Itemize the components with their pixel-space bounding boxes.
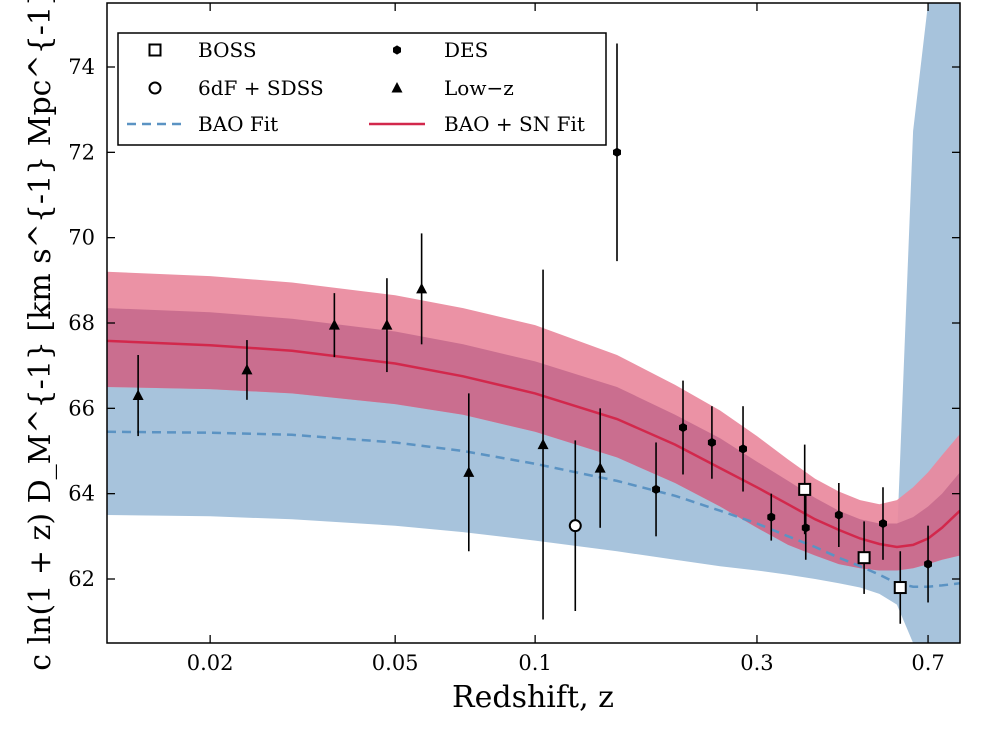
y-tick-label-1: 64 xyxy=(68,482,95,506)
legend-marker-des xyxy=(393,45,401,55)
des-point-1 xyxy=(652,484,660,494)
des-point-5 xyxy=(767,512,776,522)
bao-sn-fit-inner-band xyxy=(107,308,960,571)
y-tick-label-5: 72 xyxy=(68,140,95,164)
low-z-point-6 xyxy=(537,438,549,450)
legend-label-des: DES xyxy=(444,38,488,62)
bao-fit-line xyxy=(107,430,960,588)
low-z-point-4 xyxy=(416,282,428,294)
legend-label-bao-fit: BAO Fit xyxy=(198,112,278,136)
x-tick-label-4: 0.7 xyxy=(911,651,944,675)
y-tick-label-2: 66 xyxy=(68,396,95,420)
y-tick-label-4: 70 xyxy=(68,226,95,250)
y-tick-label-3: 68 xyxy=(68,311,95,335)
legend-marker-6df-sdss xyxy=(148,81,162,95)
des-point-2 xyxy=(679,422,687,433)
des-point-8 xyxy=(879,518,887,529)
y-tick-label-0: 62 xyxy=(68,567,95,591)
x-tick-label-1: 0.05 xyxy=(372,651,419,675)
bao-sn-fit-line xyxy=(107,339,960,549)
des-point-9 xyxy=(924,559,932,569)
x-tick-label-2: 0.1 xyxy=(518,651,551,675)
des-point-7 xyxy=(834,510,843,520)
boss-point-0 xyxy=(798,482,812,496)
y-axis-title: c ln(1 + z) D_M^{-1} [km s^{-1} Mpc^{-1}… xyxy=(23,0,58,671)
low-z-point-5 xyxy=(463,466,475,477)
low-z-point-3 xyxy=(381,319,393,330)
legend: BOSS DES 6dF + SDSS Low−z BAO Fit BAO + SN Fi… xyxy=(117,32,607,146)
low-z-point-2 xyxy=(328,319,340,330)
legend-label-bao-sn-fit: BAO + SN Fit xyxy=(444,112,585,136)
legend-marker-boss xyxy=(148,43,162,57)
y-tick-label-6: 74 xyxy=(68,55,95,79)
legend-label-low-z: Low−z xyxy=(444,76,514,100)
low-z-point-1 xyxy=(241,363,253,375)
boss-point-1 xyxy=(857,551,871,565)
low-z-point-0 xyxy=(132,389,144,401)
des-point-6 xyxy=(801,523,810,533)
x-axis-title: Redshift, z xyxy=(452,680,614,715)
boss-point-2 xyxy=(893,581,907,595)
low-z-point-7 xyxy=(594,462,606,473)
axis-ticks: 0.02 0.05 0.1 0.3 0.7 62 64 66 68 70 72 74 xyxy=(68,3,960,675)
legend-marker-low-z xyxy=(391,82,403,93)
legend-label-6df-sdss: 6dF + SDSS xyxy=(198,76,324,100)
fit-lines xyxy=(107,339,960,588)
des-point-4 xyxy=(739,444,747,454)
legend-frame xyxy=(117,32,607,146)
6df-sdss-point-0 xyxy=(568,519,582,533)
des-point-0 xyxy=(613,147,621,157)
legend-label-boss: BOSS xyxy=(198,38,257,62)
data-points xyxy=(132,43,932,624)
x-tick-label-3: 0.3 xyxy=(740,651,773,675)
des-point-3 xyxy=(707,437,716,448)
x-tick-label-0: 0.02 xyxy=(187,651,234,675)
